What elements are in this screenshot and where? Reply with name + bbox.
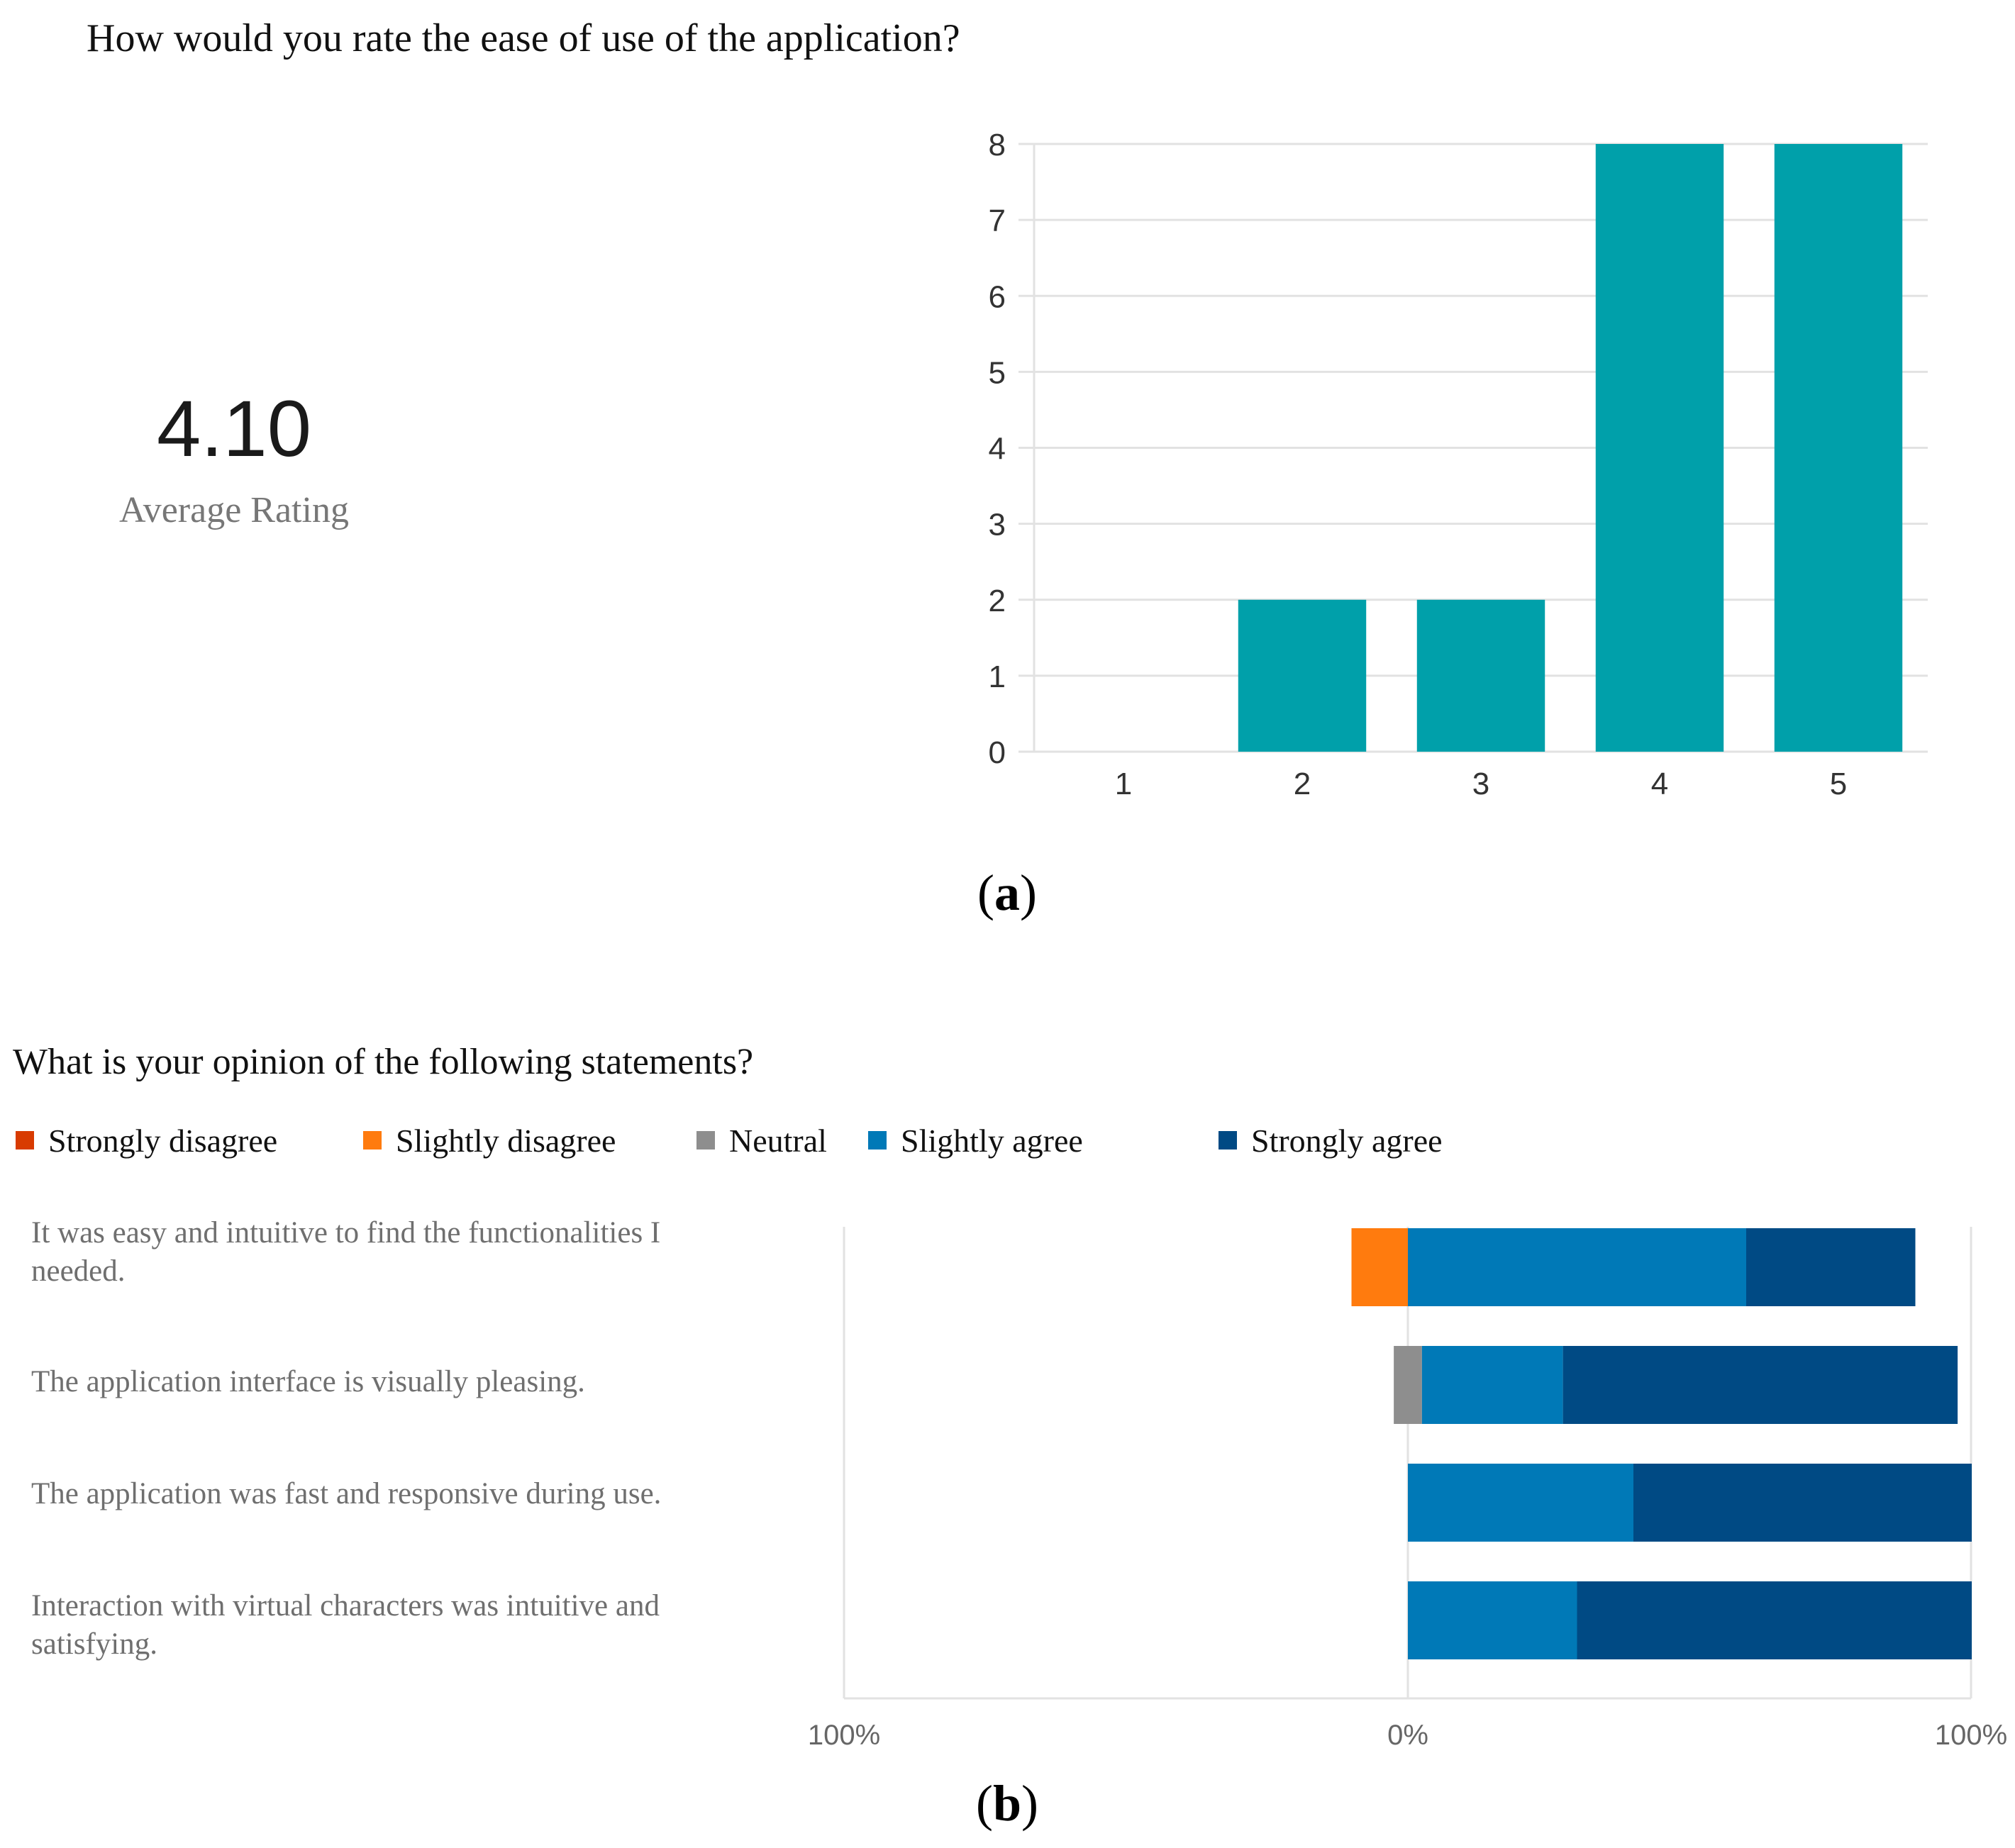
x-tick-label: 100% <box>808 1720 880 1751</box>
y-tick-label: 5 <box>989 355 1006 390</box>
average-rating-value: 4.10 <box>157 384 311 473</box>
statement-label-1: It was easy and intuitive to find the fu… <box>31 1216 661 1288</box>
legend-label: Strongly agree <box>1251 1122 1443 1159</box>
bar-rating-2 <box>1238 599 1367 752</box>
statement-label-4: Interaction with virtual characters was … <box>31 1589 660 1661</box>
legend-swatch-strongly-agree <box>1219 1131 1237 1150</box>
legend-item-slightly-agree: Slightly agree <box>868 1119 1083 1162</box>
y-tick-label: 7 <box>989 204 1006 238</box>
bar-rating-3 <box>1416 599 1545 752</box>
legend-swatch-strongly-disagree <box>16 1131 34 1150</box>
chart-b-title: What is your opinion of the following st… <box>13 1042 754 1082</box>
bar-segment-slightly-agree <box>1408 1228 1746 1306</box>
average-rating-label: Average Rating <box>119 490 349 530</box>
legend-item-neutral: Neutral <box>696 1119 827 1162</box>
legend-label: Neutral <box>729 1122 827 1159</box>
x-tick-label: 100% <box>1935 1720 2007 1751</box>
bar-rating-5 <box>1774 144 1903 752</box>
y-tick-label: 6 <box>989 279 1006 314</box>
y-tick-label: 4 <box>989 432 1006 467</box>
statement-label-3: The application was fast and responsive … <box>31 1477 662 1510</box>
x-tick-label: 4 <box>1651 767 1668 801</box>
legend-swatch-neutral <box>696 1131 715 1150</box>
x-tick-label: 5 <box>1830 767 1847 801</box>
caption-a: (a) <box>977 864 1037 921</box>
legend-label: Slightly agree <box>901 1122 1083 1159</box>
caption-a-letter: a <box>994 864 1020 921</box>
bar-segment-strongly-agree <box>1746 1228 1916 1306</box>
bar-segment-slightly-agree <box>1408 1464 1633 1542</box>
x-tick-label: 0% <box>1387 1720 1428 1751</box>
legend-swatch-slightly-disagree <box>363 1131 382 1150</box>
bar-segment-strongly-agree <box>1577 1581 1972 1659</box>
caption-b-letter: b <box>992 1775 1022 1832</box>
legend-item-slightly-disagree: Slightly disagree <box>363 1119 616 1162</box>
y-tick-label: 2 <box>989 584 1006 618</box>
bar-segment-neutral <box>1394 1346 1422 1424</box>
y-tick-label: 0 <box>989 735 1006 770</box>
legend-item-strongly-agree: Strongly agree <box>1219 1119 1443 1162</box>
legend-item-strongly-disagree: Strongly disagree <box>16 1119 277 1162</box>
x-tick-label: 3 <box>1472 767 1489 801</box>
bar-segment-strongly-agree <box>1562 1346 1958 1424</box>
legend-swatch-slightly-agree <box>868 1131 887 1150</box>
y-tick-label: 8 <box>989 128 1006 162</box>
chart-a-title: How would you rate the ease of use of th… <box>87 16 960 60</box>
statement-label-2: The application interface is visually pl… <box>31 1365 585 1398</box>
bar-segment-slightly-disagree <box>1351 1228 1408 1306</box>
y-tick-label: 1 <box>989 659 1006 694</box>
bar-segment-slightly-agree <box>1408 1581 1577 1659</box>
y-tick-label: 3 <box>989 508 1006 542</box>
x-tick-label: 1 <box>1115 767 1132 801</box>
x-tick-label: 2 <box>1294 767 1311 801</box>
bar-rating-4 <box>1595 144 1724 752</box>
caption-b: (b) <box>975 1775 1038 1832</box>
rating-bar-chart: 0 1 2 3 4 5 6 7 8 1 2 3 4 5 <box>989 128 1928 801</box>
bar-segment-strongly-agree <box>1633 1464 1972 1542</box>
legend-label: Strongly disagree <box>48 1122 278 1159</box>
bar-segment-slightly-agree <box>1421 1346 1563 1424</box>
legend-label: Slightly disagree <box>396 1122 616 1159</box>
